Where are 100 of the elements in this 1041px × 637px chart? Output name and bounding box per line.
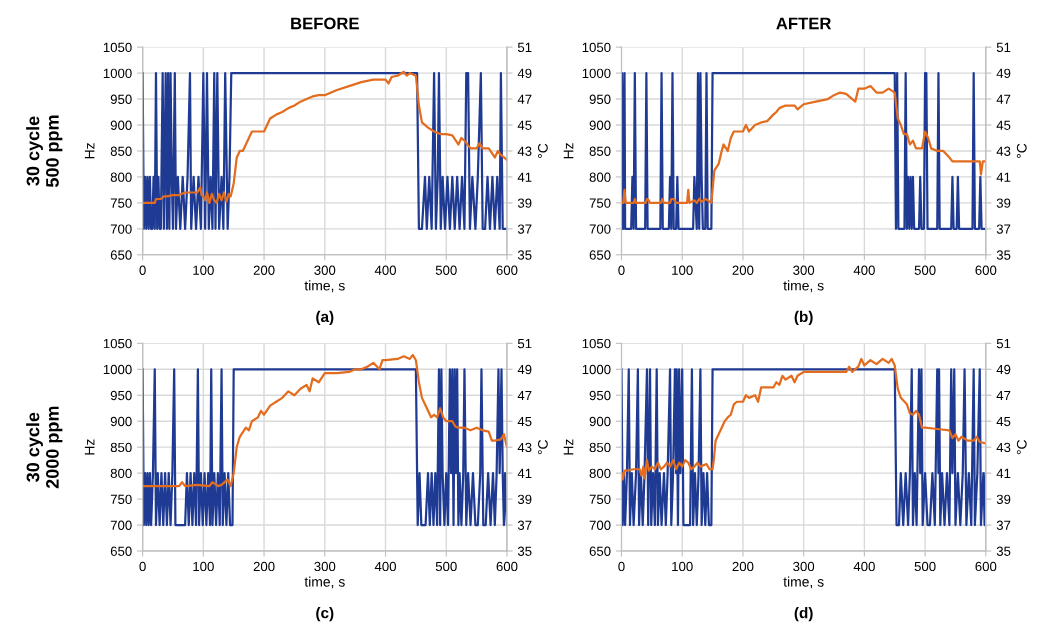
y-tick-label: 950 [589,94,611,104]
y2-tick-label: 49 [996,68,1011,79]
y-tick-label: 950 [110,94,132,104]
y2-tick-label: 51 [517,339,532,349]
x-tick-label: 300 [314,561,336,572]
text: 30 cycle 500 ppm [26,115,63,188]
x-tick-label: 300 [793,561,815,572]
y-tick-label: 750 [110,198,132,208]
x-tick-label: 100 [672,561,693,572]
y-tick-label: 900 [589,416,611,427]
x-axis-title: time, s [783,576,824,589]
y2-tick-label: 47 [996,94,1011,104]
x-tick-label: 600 [496,561,518,572]
x-tick-label: 0 [139,561,146,572]
y2-tick-label: 47 [517,390,532,401]
y-tick-label: 850 [110,442,132,453]
y2-axis-title: °C [537,439,548,455]
y2-tick-label: 47 [517,94,532,104]
y2-tick-label: 45 [517,416,532,427]
x-tick-label: 500 [914,265,936,275]
x-tick-label: 100 [193,265,214,275]
y-tick-label: 1050 [582,42,611,53]
y2-tick-label: 37 [996,224,1011,234]
y2-tick-label: 41 [996,468,1011,478]
y2-tick-label: 39 [517,198,532,208]
y2-tick-label: 37 [517,520,532,530]
y-axis-title: Hz [563,439,574,455]
y2-tick-label: 49 [517,68,532,79]
y-tick-label: 1000 [103,68,132,79]
y2-tick-label: 43 [517,146,532,156]
x-tick-label: 200 [732,561,754,572]
x-axis-title: time, s [304,280,345,293]
line-series [142,70,507,204]
y-tick-label: 850 [589,146,611,156]
x-tick-label: 200 [253,265,275,275]
y2-tick-label: 47 [996,390,1011,401]
x-tick-label: 400 [853,265,875,275]
x-tick-label: 600 [975,265,997,275]
y-tick-label: 750 [589,198,611,208]
y2-tick-label: 39 [517,494,532,504]
text: (a) [316,310,334,326]
x-axis-title: time, s [304,576,345,589]
y2-tick-label: 41 [996,172,1011,182]
y2-tick-label: 41 [517,172,532,182]
y2-tick-label: 43 [996,146,1011,156]
x-axis-title: time, s [783,280,824,293]
y-tick-label: 950 [110,390,132,401]
x-tick-label: 100 [193,561,214,572]
y-tick-label: 950 [589,390,611,401]
y2-axis-title: °C [537,143,548,158]
y-tick-label: 800 [110,468,132,479]
text: 30 cycle 2000 ppm [26,406,63,489]
y-tick-label: 900 [110,416,132,427]
y-tick-label: 850 [110,146,132,156]
y2-tick-label: 45 [996,416,1011,427]
y-tick-label: 700 [589,520,611,530]
x-tick-label: 300 [793,265,815,275]
y-tick-label: 1000 [103,364,132,375]
x-tick-label: 400 [853,561,875,572]
x-tick-label: 400 [374,561,397,572]
x-tick-label: 600 [975,561,997,572]
x-tick-label: 100 [672,265,693,275]
y2-tick-label: 49 [517,364,532,375]
y-tick-label: 900 [589,120,611,130]
y-tick-label: 800 [110,172,132,182]
y-tick-label: 850 [589,442,611,453]
y2-tick-label: 35 [996,250,1011,260]
y2-tick-label: 43 [517,442,532,453]
x-tick-label: 500 [914,561,936,572]
y2-axis-title: °C [1016,439,1027,455]
y2-tick-label: 51 [996,42,1011,53]
chart-subtitle: BEFORE [291,17,359,30]
line-series [621,84,986,204]
y2-tick-label: 45 [996,120,1011,130]
y-axis-title: Hz [84,143,95,159]
y-tick-label: 650 [110,546,132,556]
y2-tick-label: 49 [996,364,1011,375]
y2-tick-label: 35 [996,546,1011,556]
y-tick-label: 1050 [103,42,132,53]
y2-tick-label: 45 [517,120,532,130]
x-tick-label: 300 [314,265,336,275]
y2-tick-label: 39 [996,494,1011,504]
x-tick-label: 200 [253,561,275,572]
y-tick-label: 700 [110,520,132,530]
y2-tick-label: 51 [517,42,532,53]
x-tick-label: 0 [139,265,146,275]
text: (c) [316,607,334,622]
y2-tick-label: 37 [996,520,1011,530]
y-tick-label: 800 [589,468,611,479]
y2-tick-label: 41 [517,468,532,478]
y-tick-label: 650 [110,250,132,260]
y-axis-title: Hz [84,439,95,455]
y2-tick-label: 35 [517,250,532,260]
y-tick-label: 1000 [582,364,611,375]
y2-tick-label: 35 [517,546,532,556]
chart-subtitle: AFTER [776,17,832,30]
y-tick-label: 700 [110,224,132,234]
y2-tick-label: 51 [996,339,1011,349]
y-tick-label: 750 [110,494,132,504]
y-tick-label: 650 [589,250,611,260]
